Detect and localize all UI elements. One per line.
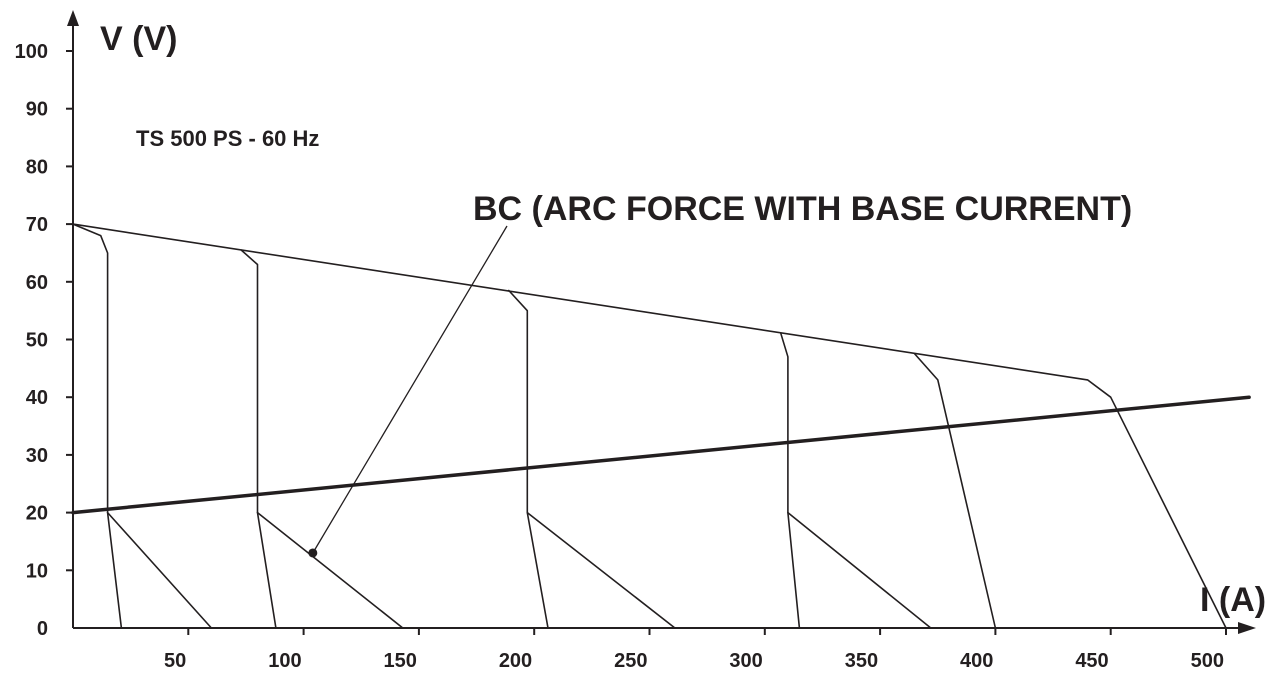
x-tick-label: 100 [268,650,301,672]
static-characteristic-line [913,353,997,629]
y-tick-label: 30 [26,445,48,467]
y-tick-label: 90 [26,99,48,121]
arc-force-line [256,511,404,629]
y-tick-label: 70 [26,214,48,236]
static-characteristic-line [240,249,277,629]
x-axis-arrow [1238,622,1256,634]
annotation-label: BC (ARC FORCE WITH BASE CURRENT) [473,190,1132,228]
x-tick-label: 50 [164,650,186,672]
y-tick-label: 10 [26,560,48,582]
envelope-line [72,223,1227,629]
static-characteristic-line [72,223,123,629]
y-tick-label: 50 [26,330,48,352]
annotation-leader [312,225,508,554]
series [71,223,1251,629]
arc-force-line [787,511,932,629]
y-tick-label: 40 [26,387,48,409]
y-tick-label: 0 [37,618,48,640]
y-tick-label: 100 [15,41,48,63]
y-tick-label: 60 [26,272,48,294]
x-tick-label: 350 [845,650,878,672]
x-tick-label: 300 [729,650,762,672]
y-tick-label: 80 [26,156,48,178]
x-tick-label: 150 [384,650,417,672]
y-axis-title: V (V) [100,20,177,58]
tick-labels: 0 10 20 30 40 50 60 70 80 90 100 50 100 150 200 250 300 3… [15,41,1224,672]
arc-force-line [526,511,676,629]
x-tick-label: 400 [960,650,993,672]
load-line-line [71,395,1251,515]
annotations: BC (ARC FORCE WITH BASE CURRENT) [308,190,1132,558]
chart-label: TS 500 PS - 60 Hz [136,126,319,151]
x-tick-label: 250 [614,650,647,672]
annotation-dot [308,548,318,558]
x-tick-label: 500 [1191,650,1224,672]
x-tick-label: 450 [1075,650,1108,672]
x-axis-title: I (A) [1200,581,1266,619]
static-characteristic-line [780,332,801,629]
axes [72,24,1240,629]
static-characteristic-line [508,289,549,629]
arc-force-line [106,511,213,629]
x-tick-label: 200 [499,650,532,672]
ticks [66,50,1227,635]
y-axis-arrow [67,10,79,26]
y-tick-label: 20 [26,503,48,525]
